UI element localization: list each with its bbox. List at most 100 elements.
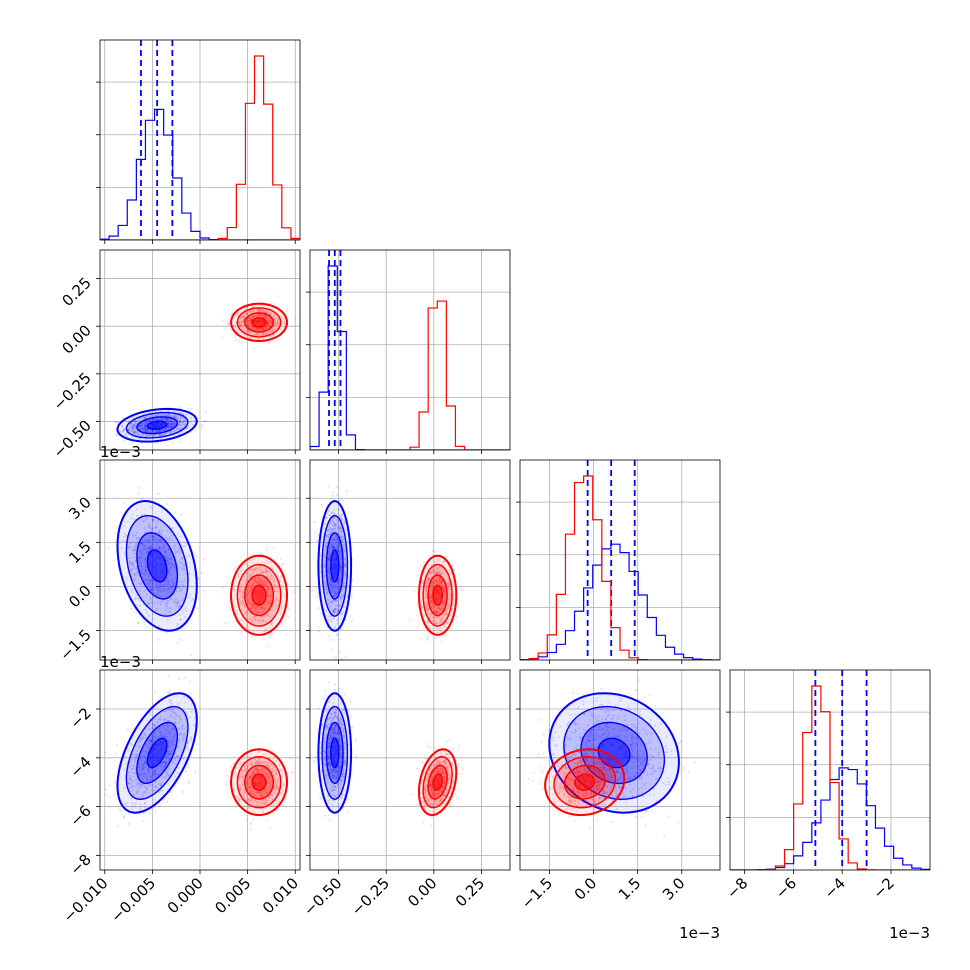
sample-point xyxy=(266,319,269,322)
sample-point xyxy=(148,540,151,544)
sample-point xyxy=(267,316,270,319)
sample-point xyxy=(265,311,268,314)
sample-point xyxy=(338,638,342,641)
sample-point xyxy=(129,562,132,565)
sample-point xyxy=(227,322,230,325)
sample-point xyxy=(170,418,173,421)
sample-point xyxy=(180,412,183,415)
sample-point xyxy=(185,769,188,773)
sample-point xyxy=(253,310,256,313)
sample-point xyxy=(132,417,135,420)
sample-point xyxy=(255,333,258,336)
sample-point xyxy=(121,424,124,427)
sample-point xyxy=(258,313,261,316)
sample-point xyxy=(265,549,268,552)
sample-point xyxy=(142,820,145,823)
sample-point xyxy=(246,312,249,315)
sample-point xyxy=(252,314,255,317)
sample-point xyxy=(287,615,290,618)
sample-point xyxy=(140,424,143,427)
sample-point xyxy=(166,419,169,422)
sample-point xyxy=(144,428,147,431)
sample-point xyxy=(154,434,157,437)
sample-point xyxy=(170,419,173,422)
sample-point xyxy=(139,562,142,565)
sample-point xyxy=(182,422,185,426)
sample-point xyxy=(105,793,108,796)
y-tick-label: −1.5 xyxy=(56,626,94,664)
sample-point xyxy=(273,558,276,561)
sample-point xyxy=(147,430,151,433)
sample-point xyxy=(173,424,176,427)
sample-point xyxy=(184,422,187,425)
sample-point xyxy=(130,422,133,425)
sample-point xyxy=(137,622,140,625)
sample-point xyxy=(279,557,283,561)
sample-point xyxy=(154,526,157,529)
sample-point xyxy=(173,429,176,432)
sample-point xyxy=(182,413,185,416)
sample-point xyxy=(193,574,196,577)
sample-point xyxy=(128,428,131,432)
sample-point xyxy=(154,810,157,813)
sample-point xyxy=(131,427,134,430)
sample-point xyxy=(264,314,267,317)
sample-point xyxy=(248,336,251,339)
sample-point xyxy=(268,331,271,334)
sample-point xyxy=(193,419,196,422)
sample-point xyxy=(259,552,263,555)
sample-point xyxy=(247,319,250,322)
sample-point xyxy=(167,426,171,429)
sample-point xyxy=(275,322,278,325)
sample-point xyxy=(265,316,268,319)
sample-point xyxy=(178,441,181,444)
sample-point xyxy=(247,325,250,328)
sample-point xyxy=(456,616,459,619)
sample-point xyxy=(252,309,255,312)
sample-point xyxy=(242,324,245,327)
sample-point xyxy=(141,424,144,427)
sample-point xyxy=(168,425,171,428)
sample-point xyxy=(242,320,245,323)
sample-point xyxy=(154,414,158,417)
sample-point xyxy=(157,434,160,437)
sample-point xyxy=(163,413,166,416)
sample-point xyxy=(169,557,173,561)
sample-point xyxy=(256,338,259,341)
sample-point xyxy=(247,330,250,333)
sample-point xyxy=(140,565,143,568)
sample-point xyxy=(269,319,273,322)
sample-point xyxy=(284,322,287,325)
sample-point xyxy=(243,330,246,333)
sample-point xyxy=(134,421,137,424)
sample-point xyxy=(148,525,151,529)
sample-point xyxy=(147,429,150,432)
sample-point xyxy=(129,424,132,427)
sample-point xyxy=(183,424,186,427)
sample-point xyxy=(344,655,347,658)
sample-point xyxy=(150,527,153,530)
sample-point xyxy=(179,416,182,419)
sample-point xyxy=(259,329,262,332)
sample-point xyxy=(461,588,464,591)
sample-point xyxy=(239,324,242,328)
sample-point xyxy=(133,426,136,430)
sample-point xyxy=(138,557,141,560)
sample-point xyxy=(336,494,339,497)
sample-point xyxy=(162,588,165,591)
sample-point xyxy=(146,420,149,423)
sample-point xyxy=(425,638,428,642)
sample-point xyxy=(143,559,146,562)
sample-point xyxy=(115,744,118,747)
sample-point xyxy=(170,586,173,589)
sample-point xyxy=(265,319,268,322)
sample-point xyxy=(143,427,146,430)
sample-point xyxy=(117,420,120,423)
sample-point xyxy=(108,806,111,809)
sample-point xyxy=(270,321,273,324)
sample-point xyxy=(234,620,237,623)
sample-point xyxy=(276,316,279,319)
sample-point xyxy=(151,429,154,432)
sample-point xyxy=(273,313,276,316)
sample-point xyxy=(266,319,269,323)
